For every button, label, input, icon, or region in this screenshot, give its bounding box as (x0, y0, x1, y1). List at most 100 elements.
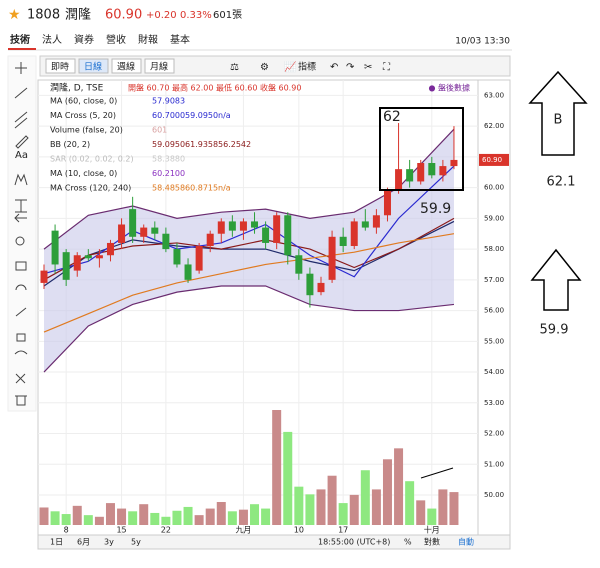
toolbar-button[interactable] (45, 58, 76, 74)
tool-remove[interactable] (15, 373, 26, 384)
time: 18:55:00 (UTC+8) (318, 538, 390, 547)
legend-value: 60.2100 (152, 169, 185, 178)
candle-body (129, 209, 137, 237)
legend-label: MA (60, close, 0) (50, 97, 117, 106)
price-tag (479, 153, 509, 166)
annotation: 62 (383, 109, 401, 125)
arrow-up (530, 248, 582, 311)
x-tick-label: 22 (161, 526, 171, 535)
tool-pattern[interactable] (14, 173, 28, 186)
candle-body (206, 233, 214, 247)
overlay-line (43, 233, 455, 333)
y-tick-label: 60.00 (484, 184, 504, 192)
toolbar-button[interactable] (78, 58, 109, 74)
tool-fib[interactable] (15, 199, 27, 213)
candle-body (162, 233, 170, 250)
tool-channel[interactable] (14, 111, 28, 129)
tool-measure[interactable] (15, 261, 27, 271)
volume-bar (50, 511, 60, 525)
volume-bar (349, 494, 359, 525)
y-tick-label: 55.00 (484, 337, 504, 345)
icon[interactable]: ⛶ (382, 62, 391, 73)
candle-body (73, 255, 81, 271)
candle-body (417, 163, 425, 182)
legend-label: Volume (false, 20) (50, 126, 123, 135)
candle-body (195, 246, 203, 271)
overlay-line (43, 285, 455, 373)
tool-cross[interactable] (15, 62, 27, 74)
indicator-button[interactable]: 指標 (298, 61, 316, 73)
icon[interactable]: 📈 (284, 60, 296, 73)
tool-zoom[interactable] (15, 236, 25, 246)
range-button[interactable]: 3y (104, 538, 114, 547)
icon[interactable]: ↷ (346, 62, 355, 73)
range-button[interactable]: 5y (131, 538, 141, 547)
change-pct: 0.33% (180, 10, 212, 21)
bottom-bar (37, 534, 511, 550)
y-tick-label: 52.00 (484, 430, 504, 438)
tab[interactable]: 營收 (106, 33, 126, 46)
x-tick-label: 17 (338, 526, 348, 535)
pct-toggle[interactable]: % (404, 538, 412, 547)
annotation-box (379, 107, 464, 191)
volume-bar (394, 448, 404, 525)
tab[interactable]: 資券 (74, 33, 94, 46)
toolbar-buttons: 即時 日線 週線 月線 (45, 58, 175, 74)
tool-pencil[interactable] (15, 307, 27, 317)
volume: 601張 (213, 9, 242, 21)
toolbar-button[interactable] (144, 58, 175, 74)
tool-line[interactable] (14, 87, 28, 99)
range-button[interactable]: 6月 (77, 538, 90, 547)
candle-body (239, 221, 247, 231)
legend-value: 56.2542 (218, 140, 251, 149)
tools (14, 62, 29, 406)
auto-toggle[interactable]: 自動 (458, 537, 474, 547)
price-tag-label: 60.90 (482, 156, 502, 164)
volume-bar (360, 470, 370, 525)
candle-body (339, 236, 347, 247)
tab[interactable]: 法人 (42, 33, 62, 46)
volume-bar (250, 504, 260, 525)
tool-lock[interactable] (16, 333, 26, 342)
candle-body (118, 224, 126, 243)
volume-bar (128, 511, 138, 525)
stock-name: 潤隆 (65, 8, 91, 23)
star[interactable]: ★ (8, 7, 21, 23)
icon[interactable]: ⚖ (230, 62, 239, 73)
legend-label: MA Cross (5, 20) (50, 111, 116, 120)
icon[interactable]: ⚙ (260, 62, 269, 73)
tab[interactable]: 基本 (170, 33, 190, 46)
tool-text[interactable]: Aa (15, 150, 28, 161)
legend-value: n/a (218, 111, 231, 120)
volume-bar (150, 512, 160, 525)
tool-trash[interactable] (15, 395, 27, 406)
volume-bar (205, 508, 215, 525)
icon[interactable]: ✂ (364, 62, 372, 73)
log-toggle[interactable]: 對數 (424, 537, 440, 547)
tab[interactable]: 財報 (138, 33, 158, 46)
legend-label: MA Cross (120, 240) (50, 184, 131, 193)
candle-body (450, 159, 458, 167)
y-tick-label: 51.00 (484, 460, 504, 468)
volume-bar (283, 431, 293, 525)
toolbar-button[interactable] (111, 58, 142, 74)
tool-column (7, 55, 37, 412)
candle-body (140, 227, 148, 237)
tool-magnet[interactable] (15, 284, 27, 291)
range-button[interactable]: 1日 (50, 538, 63, 547)
candle-body (217, 221, 225, 234)
tab[interactable]: 技術 (10, 33, 30, 46)
legend-label: SAR (0.02, 0.02, 0.2) (50, 155, 134, 164)
tool-back[interactable] (14, 213, 27, 223)
range-buttons: 1日 6月 3y 5y (50, 538, 141, 547)
legend-value: 59.0950 (185, 111, 218, 120)
icon[interactable]: ↶ (330, 62, 338, 73)
candle-body (151, 227, 159, 234)
volume-bar (371, 489, 381, 525)
candle-body (62, 252, 70, 280)
tool-eye[interactable] (14, 350, 28, 355)
price: 60.90 (105, 8, 142, 23)
volume-bar (405, 481, 415, 525)
tool-brush[interactable] (15, 135, 29, 149)
